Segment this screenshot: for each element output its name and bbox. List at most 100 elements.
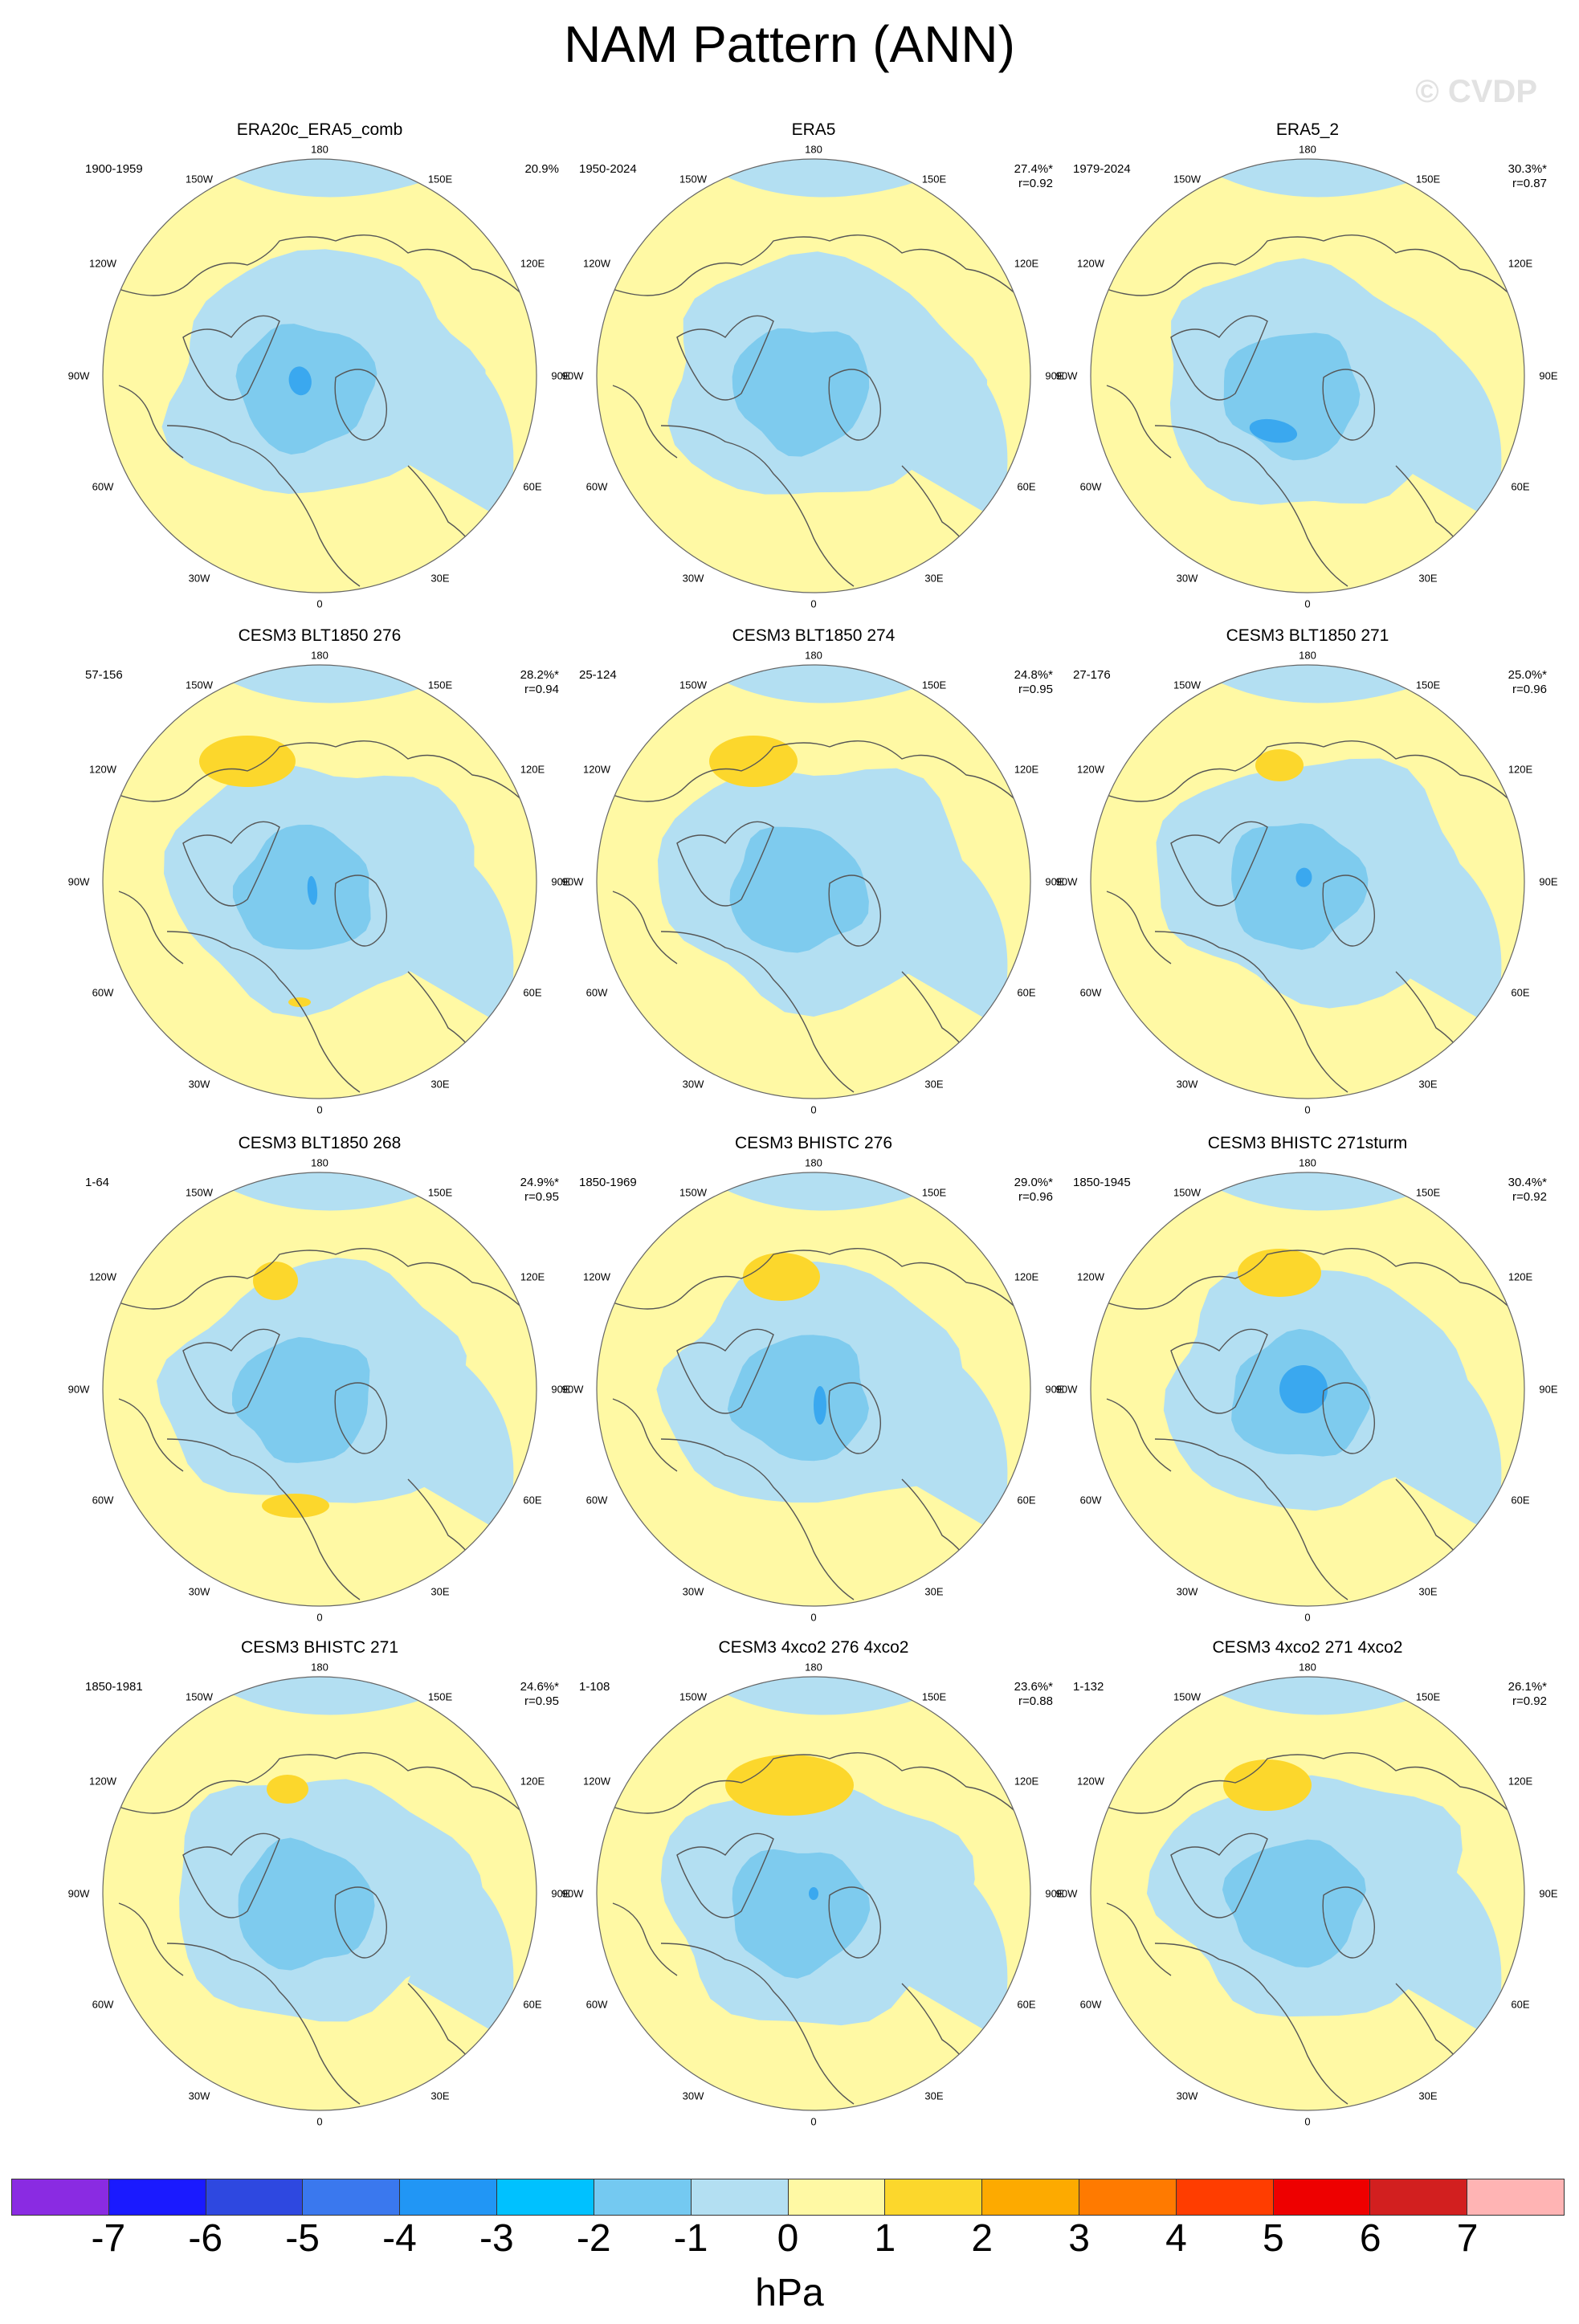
longitude-label: 120W	[89, 257, 116, 270]
colorbar-segment	[691, 2179, 789, 2215]
arctic-core-region	[732, 1849, 871, 1979]
longitude-label: 0	[810, 1103, 817, 1116]
longitude-label: 180	[1299, 143, 1316, 156]
polar-map	[102, 1676, 537, 2111]
longitude-label: 120E	[1014, 763, 1039, 776]
colorbar-segment	[206, 2179, 304, 2215]
arctic-minimum	[1279, 1365, 1328, 1413]
longitude-label: 60E	[1017, 1998, 1036, 2011]
colorbar-tick-label: -2	[576, 2217, 611, 2260]
panel-title: CESM3 BLT1850 271	[1226, 626, 1389, 645]
longitude-label: 90E	[1045, 875, 1064, 888]
explained-variance: 30.3%*	[1508, 162, 1547, 176]
explained-variance: 30.4%*	[1508, 1176, 1547, 1189]
arctic-minimum	[307, 875, 318, 905]
map-boundary	[102, 1172, 537, 1607]
eurasia-negative-band	[408, 344, 514, 520]
colorbar-tick-label: 4	[1165, 2217, 1187, 2260]
longitude-label: 120E	[1014, 1775, 1039, 1788]
longitude-label: 180	[805, 143, 822, 156]
longitude-label: 60E	[523, 1998, 542, 2011]
arctic-minimum	[1249, 418, 1298, 443]
longitude-label: 30E	[924, 1585, 944, 1598]
pattern-correlation: r=0.94	[524, 683, 559, 696]
panel-stats: 24.8%* r=0.95	[1014, 668, 1053, 697]
map-panel: CESM3 BLT1850 276 57-156 28.2%* r=0.94 180 0 9…	[68, 626, 570, 1148]
colorbar-segment	[12, 2179, 109, 2215]
coastlines	[118, 1752, 533, 2105]
panel-period: 1-132	[1073, 1680, 1104, 1694]
panel-stats: 30.4%* r=0.92	[1508, 1176, 1547, 1205]
longitude-label: 120E	[520, 763, 545, 776]
longitude-label: 90W	[1055, 1887, 1078, 1900]
longitude-label: 60E	[1511, 986, 1530, 999]
longitude-label: 180	[311, 649, 328, 662]
pattern-correlation: r=0.92	[1512, 1190, 1547, 1204]
arctic-minimum	[288, 366, 312, 396]
longitude-label: 150W	[679, 1690, 707, 1703]
colorbar-segment	[497, 2179, 594, 2215]
pattern-correlation: r=0.95	[524, 1190, 559, 1204]
polar-map	[1090, 664, 1525, 1099]
colorbar-tick-label: 5	[1263, 2217, 1284, 2260]
panel-stats: 30.3%* r=0.87	[1508, 162, 1547, 191]
arctic-core-region	[732, 328, 870, 457]
longitude-label: 30E	[924, 1078, 944, 1091]
longitude-label: 150W	[186, 1186, 213, 1199]
map-panel: CESM3 BLT1850 274 25-124 24.8%* r=0.95 180 0 9…	[562, 626, 1064, 1148]
pacific-positive-centre	[1238, 1249, 1321, 1297]
longitude-label: 150W	[186, 679, 213, 691]
atlantic-positive-centre	[288, 997, 311, 1007]
arctic-minimum	[814, 1386, 826, 1425]
longitude-label: 120W	[1077, 1270, 1104, 1283]
longitude-label: 0	[810, 2115, 817, 2128]
eurasia-negative-band	[1396, 850, 1502, 1026]
longitude-label: 120E	[520, 1775, 545, 1788]
longitude-label: 60W	[1079, 1494, 1102, 1507]
panel-title: CESM3 4xco2 271 4xco2	[1212, 1638, 1403, 1657]
longitude-label: 60W	[1079, 1998, 1102, 2011]
longitude-label: 150W	[186, 1690, 213, 1703]
longitude-label: 60W	[585, 986, 608, 999]
longitude-label: 150W	[679, 679, 707, 691]
longitude-label: 150W	[679, 173, 707, 186]
panel-stats: 24.6%* r=0.95	[520, 1680, 559, 1709]
longitude-label: 180	[1299, 1156, 1316, 1169]
pacific-positive-centre	[743, 1253, 820, 1301]
longitude-label: 60E	[523, 986, 542, 999]
panel-stats: 20.9%	[524, 162, 559, 177]
colorbar-tick-label: -5	[285, 2217, 320, 2260]
panel-period: 1850-1945	[1073, 1176, 1131, 1189]
pacific-positive-centre	[253, 1262, 298, 1300]
longitude-label: 150E	[921, 679, 947, 691]
longitude-label: 60W	[92, 1998, 114, 2011]
longitude-label: 90W	[561, 1383, 584, 1396]
colorbar-segment	[303, 2179, 401, 2215]
panel-stats: 26.1%* r=0.92	[1508, 1680, 1547, 1709]
longitude-label: 90E	[1045, 1887, 1064, 1900]
pattern-correlation: r=0.96	[1018, 1190, 1053, 1204]
longitude-label: 120E	[520, 257, 545, 270]
map-panel: ERA5_2 1979-2024 30.3%* r=0.87 180 0 90W 90E 150…	[1055, 120, 1558, 642]
pattern-correlation: r=0.92	[1512, 1694, 1547, 1708]
map-boundary	[102, 1676, 537, 2111]
longitude-label: 150E	[1415, 1186, 1441, 1199]
map-boundary	[596, 664, 1031, 1099]
longitude-label: 30W	[682, 572, 704, 585]
map-panel: CESM3 BHISTC 271sturm 1850-1945 30.4%* r=0.…	[1056, 1134, 1558, 1656]
pattern-correlation: r=0.87	[1512, 177, 1547, 190]
longitude-label: 30E	[430, 2090, 450, 2102]
map-panel: ERA20c_ERA5_comb 1900-1959 20.9% 180 0 90W 90E…	[68, 120, 570, 642]
longitude-label: 30W	[188, 1585, 210, 1598]
longitude-label: 90W	[67, 1887, 90, 1900]
longitude-label: 0	[1304, 597, 1311, 610]
longitude-label: 90W	[1055, 369, 1078, 382]
longitude-label: 150E	[427, 1690, 453, 1703]
pattern-correlation: r=0.95	[524, 1694, 559, 1708]
colorbar-segment	[1467, 2179, 1564, 2215]
longitude-label: 180	[311, 1661, 328, 1674]
explained-variance: 26.1%*	[1508, 1680, 1547, 1694]
colorbar-tick-label: 2	[971, 2217, 994, 2260]
longitude-label: 30E	[430, 1585, 450, 1598]
eurasia-negative-band	[902, 1357, 1008, 1534]
